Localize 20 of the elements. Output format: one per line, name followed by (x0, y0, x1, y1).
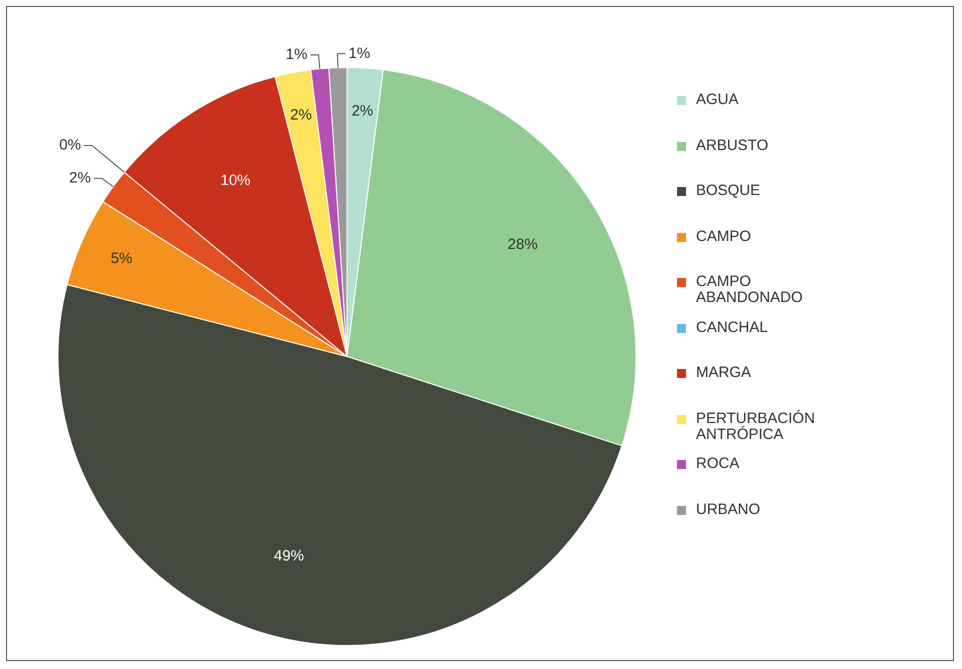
data-label: 1% (348, 44, 370, 62)
data-label: 10% (220, 172, 251, 189)
data-label: 5% (110, 250, 132, 268)
legend-label: BOSQUE (696, 182, 762, 199)
legend-label: MARGA (696, 364, 752, 381)
legend-label: CAMPO (696, 228, 752, 244)
legend-label: URBANO (696, 500, 762, 518)
data-label: 28% (508, 236, 538, 254)
legend-label: CAMPO ABANDONADO (696, 273, 804, 306)
legend-label: ARBUSTO (696, 136, 770, 154)
data-label: 2% (69, 170, 91, 187)
legend-label: PERTURBACIÓN ANTRÓPICA (696, 410, 816, 442)
data-label: 1% (286, 46, 308, 63)
legend-label: AGUA (696, 91, 740, 108)
data-label: 49% (274, 547, 304, 564)
text: 0% (59, 136, 81, 154)
data-label: 2% (352, 102, 374, 120)
data-label: 2% (290, 106, 312, 124)
legend-label: CANCHAL (696, 318, 769, 336)
legend-label: ROCA (696, 455, 740, 472)
